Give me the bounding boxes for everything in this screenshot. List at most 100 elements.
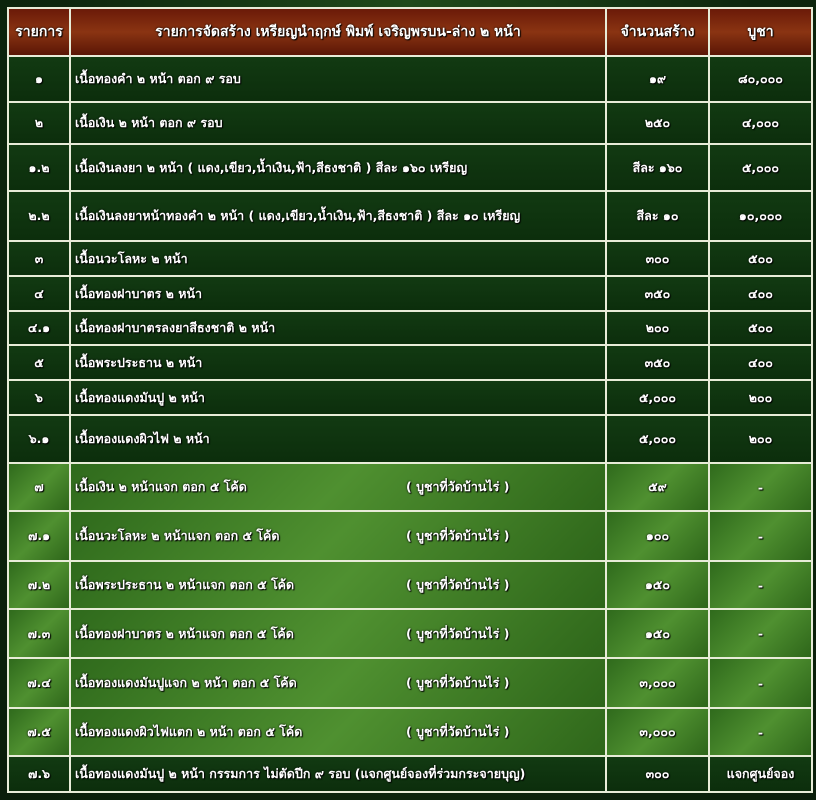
table-row: ๔เนื้อทองฝาบาตร ๒ หน้า ๓๕๐ ๔๐๐: [7, 275, 813, 312]
item-price: ๒๐๐: [708, 414, 813, 464]
location-note: ( บูชาที่วัดบ้านไร่ ): [406, 675, 510, 690]
item-price: -: [708, 560, 813, 610]
item-description: เนื้อทองฝาบาตร ๒ หน้าแจก ตอก ๕ โค้ด ( บูช…: [69, 608, 607, 659]
item-price: -: [708, 707, 813, 757]
item-qty: ๓,๐๐๐: [605, 657, 710, 709]
item-description: เนื้อเงินลงยา ๒ หน้า ( แดง,เขียว,น้ำเงิน…: [69, 143, 607, 192]
table-row: ๗.๖ เนื้อทองแดงมันปู ๒ หน้า กรรมการ ไม่ตั…: [7, 755, 813, 793]
item-qty: ๕๙: [605, 462, 710, 512]
item-qty: ๒๕๐: [605, 101, 710, 145]
medal-list-table: รายการ รายการจัดสร้าง เหรียญนำฤกษ์ พิมพ์…: [7, 7, 813, 793]
table-header: รายการ รายการจัดสร้าง เหรียญนำฤกษ์ พิมพ์…: [7, 7, 813, 57]
description-text: เนื้อทองแดงมันปูแจก ๒ หน้า ตอก ๕ โค้ด: [75, 675, 297, 690]
item-price: ๕,๐๐๐: [708, 143, 813, 192]
item-number: ๔.๑: [7, 310, 71, 346]
item-qty: ๓๕๐: [605, 344, 710, 381]
item-number: ๗.๑: [7, 510, 71, 562]
description-text: เนื้อทองแดงผิวไฟแตก ๒ หน้า ตอก ๕ โค้ด: [75, 724, 303, 739]
table-row: ๑ เนื้อทองคำ ๒ หน้า ตอก ๙ รอบ ๑๙ ๘๐,๐๐๐: [7, 55, 813, 103]
item-description: เนื้อทองแดงมันปู ๒ หน้า: [69, 379, 607, 416]
item-qty: สีละ ๑๐: [605, 190, 710, 242]
table-row: ๗.๒ เนื้อพระประธาน ๒ หน้าแจก ตอก ๕ โค้ด ( …: [7, 560, 813, 610]
item-price: ๔๐๐: [708, 344, 813, 381]
table-row: ๔.๑ เนื้อทองฝาบาตรลงยาสีธงชาติ ๒ หน้า ๒๐๐๕…: [7, 310, 813, 346]
table-row: ๓เนื้อนวะโลหะ ๒ หน้า ๓๐๐ ๕๐๐: [7, 240, 813, 277]
item-qty: ๓๐๐: [605, 240, 710, 277]
item-price: ๔๐๐: [708, 275, 813, 312]
item-price: แจกศูนย์จอง: [708, 755, 813, 793]
item-qty: ๑๕๐: [605, 560, 710, 610]
description-text: เนื้อพระประธาน ๒ หน้า: [75, 354, 203, 370]
item-number: ๓: [7, 240, 71, 277]
item-price: -: [708, 510, 813, 562]
item-qty: ๑๐๐: [605, 510, 710, 562]
location-note: ( บูชาที่วัดบ้านไร่ ): [406, 528, 510, 543]
item-number: ๑.๒: [7, 143, 71, 192]
description-text: เนื้อเงินลงยาหน้าทองคำ ๒ หน้า ( แดง,เขีย…: [75, 208, 521, 223]
item-price: -: [708, 657, 813, 709]
item-price: -: [708, 462, 813, 512]
table-row: ๗.๓ เนื้อทองฝาบาตร ๒ หน้าแจก ตอก ๕ โค้ด ( …: [7, 608, 813, 659]
table-row: ๖.๑ เนื้อทองแดงผิวไฟ ๒ หน้า ๕,๐๐๐ ๒๐๐: [7, 414, 813, 464]
description-text: เนื้อทองแดงมันปู ๒ หน้า: [75, 389, 205, 405]
item-qty: ๕,๐๐๐: [605, 379, 710, 416]
item-number: ๗: [7, 462, 71, 512]
table-row: ๒ เนื้อเงิน ๒ หน้า ตอก ๙ รอบ ๒๕๐ ๔,๐๐๐: [7, 101, 813, 145]
item-number: ๗.๒: [7, 560, 71, 610]
location-note: ( บูชาที่วัดบ้านไร่ ): [406, 625, 510, 641]
location-note: ( บูชาที่วัดบ้านไร่ ): [406, 724, 510, 739]
description-text: เนื้อทองแดงมันปู ๒ หน้า กรรมการ ไม่ตัดปี…: [75, 766, 526, 781]
item-number: ๗.๓: [7, 608, 71, 659]
table-row: ๗ เนื้อเงิน ๒ หน้าแจก ตอก ๕ โค้ด ( บูชาที่…: [7, 462, 813, 512]
item-description: เนื้อนวะโลหะ ๒ หน้า: [69, 240, 607, 277]
item-description: เนื้อพระประธาน ๒ หน้า: [69, 344, 607, 381]
description-text: เนื้อพระประธาน ๒ หน้าแจก ตอก ๕ โค้ด: [75, 577, 295, 592]
location-note: ( บูชาที่วัดบ้านไร่ ): [406, 479, 510, 494]
item-description: เนื้อเงิน ๒ หน้า ตอก ๙ รอบ: [69, 101, 607, 145]
item-number: ๑: [7, 55, 71, 103]
header-qty: จำนวนสร้าง: [605, 7, 710, 57]
item-qty: ๓๐๐: [605, 755, 710, 793]
item-description: เนื้อทองแดงผิวไฟ ๒ หน้า: [69, 414, 607, 464]
item-description: เนื้อทองฝาบาตร ๒ หน้า: [69, 275, 607, 312]
table-row: ๗.๔ เนื้อทองแดงมันปูแจก ๒ หน้า ตอก ๕ โค้ด…: [7, 657, 813, 709]
header-price: บูชา: [708, 7, 813, 57]
item-qty: ๓๕๐: [605, 275, 710, 312]
item-number: ๒.๒: [7, 190, 71, 242]
item-price: ๔,๐๐๐: [708, 101, 813, 145]
header-item: รายการ: [7, 7, 71, 57]
item-number: ๗.๖: [7, 755, 71, 793]
item-price: ๑๐,๐๐๐: [708, 190, 813, 242]
description-text: เนื้อเงิน ๒ หน้าแจก ตอก ๕ โค้ด: [75, 479, 247, 494]
description-text: เนื้อนวะโลหะ ๒ หน้า: [75, 250, 188, 266]
table-row: ๖เนื้อทองแดงมันปู ๒ หน้า ๕,๐๐๐ ๒๐๐: [7, 379, 813, 416]
description-text: เนื้อทองคำ ๒ หน้า ตอก ๙ รอบ: [75, 71, 241, 86]
item-description: เนื้อพระประธาน ๒ หน้าแจก ตอก ๕ โค้ด ( บูช…: [69, 560, 607, 610]
item-price: ๕๐๐: [708, 240, 813, 277]
item-number: ๕: [7, 344, 71, 381]
description-text: เนื้อทองฝาบาตร ๒ หน้า: [75, 285, 203, 301]
item-description: เนื้อเงินลงยาหน้าทองคำ ๒ หน้า ( แดง,เขีย…: [69, 190, 607, 242]
location-note: ( บูชาที่วัดบ้านไร่ ): [406, 577, 510, 592]
item-number: ๒: [7, 101, 71, 145]
item-number: ๗.๕: [7, 707, 71, 757]
description-text: เนื้อทองฝาบาตรลงยาสีธงชาติ ๒ หน้า: [75, 320, 276, 335]
table-row: ๗.๑ เนื้อนวะโลหะ ๒ หน้าแจก ตอก ๕ โค้ด ( บู…: [7, 510, 813, 562]
item-description: เนื้อทองแดงผิวไฟแตก ๒ หน้า ตอก ๕ โค้ด ( บ…: [69, 707, 607, 757]
description-text: เนื้อทองแดงผิวไฟ ๒ หน้า: [75, 431, 210, 446]
item-qty: ๑๕๐: [605, 608, 710, 659]
item-number: ๗.๔: [7, 657, 71, 709]
item-description: เนื้อทองแดงมันปู ๒ หน้า กรรมการ ไม่ตัดปี…: [69, 755, 607, 793]
item-description: เนื้อทองคำ ๒ หน้า ตอก ๙ รอบ: [69, 55, 607, 103]
description-text: เนื้อเงิน ๒ หน้า ตอก ๙ รอบ: [75, 115, 223, 130]
item-qty: ๕,๐๐๐: [605, 414, 710, 464]
item-price: -: [708, 608, 813, 659]
description-text: เนื้อทองฝาบาตร ๒ หน้าแจก ตอก ๕ โค้ด: [75, 625, 294, 641]
item-description: เนื้อทองฝาบาตรลงยาสีธงชาติ ๒ หน้า: [69, 310, 607, 346]
item-qty: ๒๐๐: [605, 310, 710, 346]
item-price: ๘๐,๐๐๐: [708, 55, 813, 103]
item-number: ๖.๑: [7, 414, 71, 464]
item-qty: ๓,๐๐๐: [605, 707, 710, 757]
item-description: เนื้อทองแดงมันปูแจก ๒ หน้า ตอก ๕ โค้ด ( บ…: [69, 657, 607, 709]
